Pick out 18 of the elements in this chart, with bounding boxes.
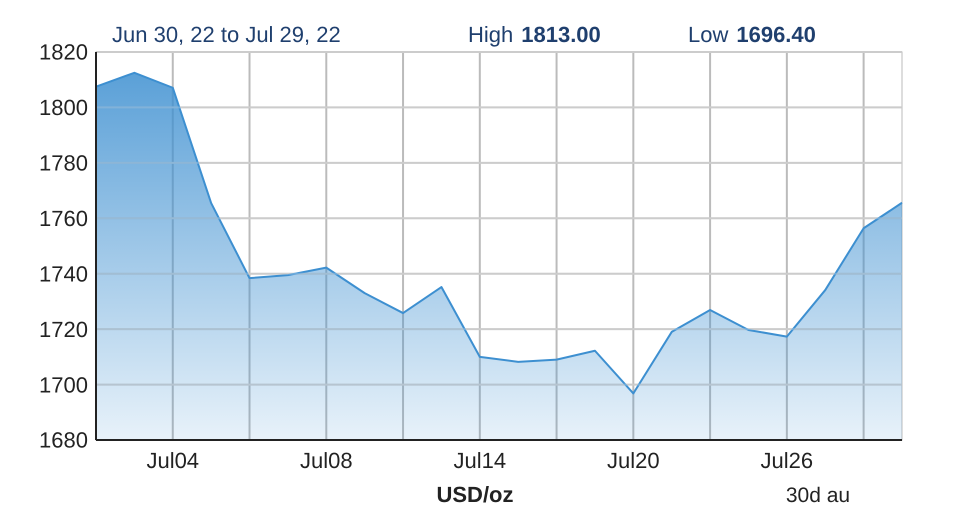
y-tick-label: 1800 xyxy=(39,95,88,120)
x-tick-label: Jul14 xyxy=(454,448,506,473)
x-tick-label: Jul26 xyxy=(760,448,814,473)
y-tick-label: 1820 xyxy=(39,40,88,65)
chart-title: Jun 30, 22 to Jul 29, 22 xyxy=(112,22,341,47)
text: High 1813.00 xyxy=(468,22,601,47)
text: 30d au xyxy=(786,484,850,507)
text: Low 1696.40 xyxy=(688,22,816,47)
y-tick-label: 1700 xyxy=(39,372,88,398)
y-tick-label: 1720 xyxy=(39,316,88,342)
y-tick-label: 1760 xyxy=(39,206,88,231)
y-tick-label: 1780 xyxy=(39,150,88,176)
x-tick-label: Jul20 xyxy=(607,448,660,473)
y-tick-label: 1680 xyxy=(39,428,88,453)
y-tick-label: 1740 xyxy=(39,261,88,286)
x-axis-title: USD/oz xyxy=(436,482,514,507)
x-tick-label: Jul08 xyxy=(300,448,353,473)
x-tick-label: Jul04 xyxy=(146,448,200,473)
